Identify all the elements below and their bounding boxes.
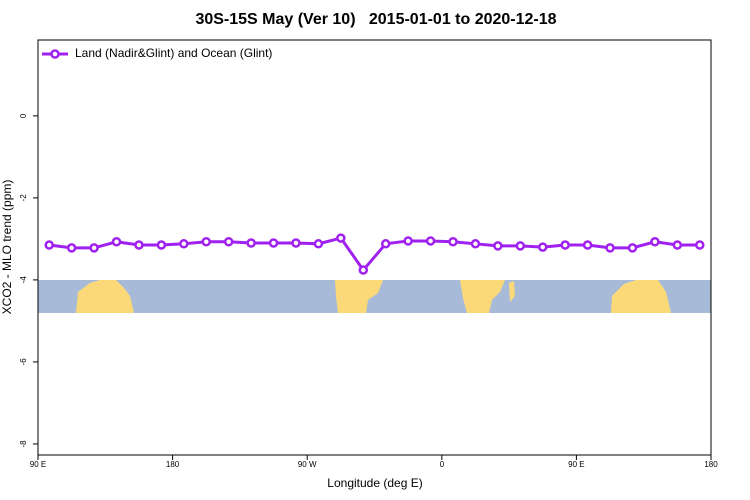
y-axis-label: XCO2 - MLO trend (ppm) [0,180,14,315]
point [582,240,593,250]
y-tick-label: -4 [19,276,28,284]
point [179,239,189,249]
point [268,238,279,248]
y-tick-label: -6 [19,358,28,366]
point [695,240,705,250]
point [156,240,167,250]
land [460,280,505,313]
point [111,237,122,247]
land [76,280,134,313]
y-tick-label: -8 [19,440,28,448]
point [627,243,638,253]
point [358,265,369,275]
point [313,239,324,249]
point [380,239,391,249]
point [650,237,660,247]
point [515,241,526,251]
legend-label: Land (Nadir&Glint) and Ocean (Glint) [75,46,272,60]
y-tick-label: 0 [19,113,28,118]
point [470,239,481,249]
x-tick-label: 90 E [30,460,46,469]
y-tick-label: -2 [19,194,28,202]
legend-marker [50,49,60,59]
point [201,237,211,247]
point [44,240,54,250]
point [560,240,570,250]
x-tick-label: 180 [704,460,718,469]
point [223,237,234,247]
point [538,242,548,252]
point [66,243,77,253]
x-axis-label: Longitude (deg E) [327,476,422,490]
plot-frame [37,39,712,456]
chart-title: 30S-15S May (Ver 10) 2015-01-01 to 2020-… [195,11,556,28]
land [509,281,515,302]
point [493,241,503,251]
land [335,280,383,313]
point [89,243,99,253]
map-band [38,280,711,313]
x-tick-label: 90 E [568,460,584,469]
x-tick-label: 0 [440,460,445,469]
land [611,280,671,313]
point [403,236,413,246]
x-tick-label: 180 [166,460,180,469]
series-line [49,236,700,273]
point [448,237,458,247]
point [336,233,346,243]
point [425,236,436,246]
point [291,238,301,248]
point [605,243,615,253]
point [672,240,683,250]
x-tick-label: 90 W [298,460,317,469]
point [246,238,256,248]
point [134,240,144,250]
